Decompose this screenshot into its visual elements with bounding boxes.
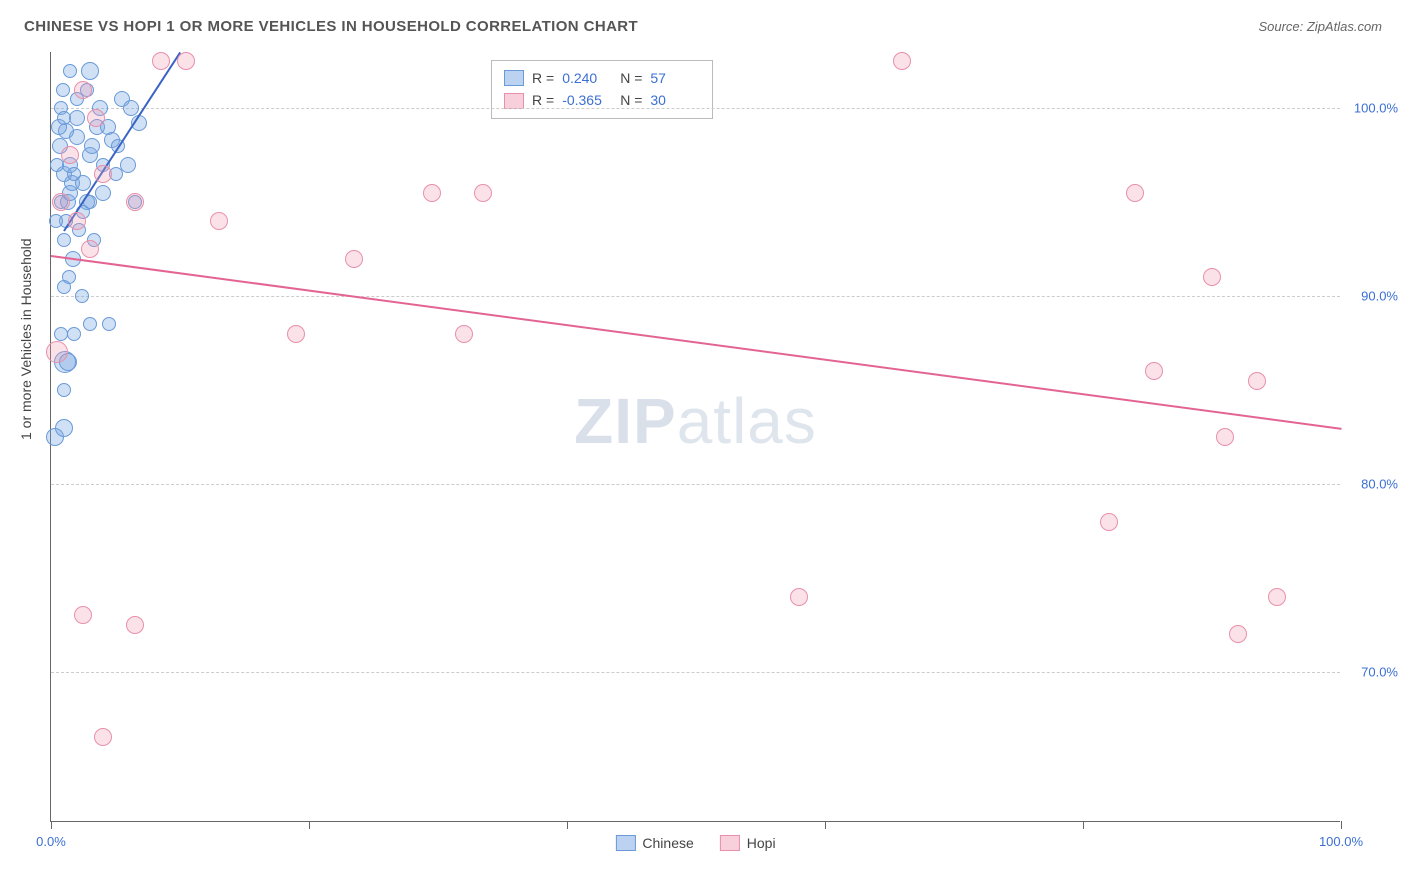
point-chinese [67,327,81,341]
y-tick-label: 90.0% [1361,289,1398,304]
point-hopi [1268,588,1286,606]
point-hopi [81,240,99,258]
point-hopi [52,193,70,211]
point-hopi [68,212,86,230]
point-hopi [61,146,79,164]
point-hopi [287,325,305,343]
point-hopi [1100,513,1118,531]
legend-item-hopi: Hopi [720,835,776,851]
correlation-legend: R = 0.240 N = 57 R = -0.365 N = 30 [491,60,713,119]
point-hopi [1126,184,1144,202]
point-hopi [94,165,112,183]
point-hopi [474,184,492,202]
point-hopi [87,109,105,127]
point-hopi [1229,625,1247,643]
point-chinese [63,64,77,78]
point-hopi [1216,428,1234,446]
trendline-hopi [51,255,1341,430]
gridline [51,484,1340,485]
point-hopi [152,52,170,70]
y-tick-label: 100.0% [1354,101,1398,116]
point-chinese [67,167,81,181]
point-chinese [49,214,63,228]
y-tick-label: 80.0% [1361,476,1398,491]
point-hopi [345,250,363,268]
point-hopi [455,325,473,343]
point-chinese [57,233,71,247]
point-chinese [57,111,71,125]
gridline [51,296,1340,297]
point-hopi [126,193,144,211]
point-chinese [69,110,85,126]
point-chinese [123,100,139,116]
point-hopi [177,52,195,70]
point-hopi [1203,268,1221,286]
point-hopi [1145,362,1163,380]
x-tick [1341,821,1342,829]
x-tick [51,821,52,829]
point-hopi [423,184,441,202]
watermark: ZIPatlas [574,384,817,458]
x-tick [1083,821,1084,829]
series-legend: Chinese Hopi [615,835,775,851]
point-hopi [74,606,92,624]
point-hopi [46,341,68,363]
swatch-hopi [504,93,524,109]
x-tick [825,821,826,829]
point-chinese [57,383,71,397]
y-axis-title: 1 or more Vehicles in Household [18,238,34,440]
point-chinese [62,270,76,284]
point-chinese [102,317,116,331]
point-chinese [56,83,70,97]
point-chinese [54,327,68,341]
point-hopi [893,52,911,70]
point-chinese [84,138,100,154]
chart-title: CHINESE VS HOPI 1 OR MORE VEHICLES IN HO… [24,18,638,35]
point-chinese [95,185,111,201]
y-tick-label: 70.0% [1361,664,1398,679]
legend-item-chinese: Chinese [615,835,693,851]
point-chinese [75,289,89,303]
header: CHINESE VS HOPI 1 OR MORE VEHICLES IN HO… [0,0,1406,41]
x-tick-label: 0.0% [36,834,66,849]
point-chinese [83,317,97,331]
point-chinese [55,419,73,437]
swatch-chinese [504,70,524,86]
point-hopi [790,588,808,606]
swatch-chinese-icon [615,835,635,851]
swatch-hopi-icon [720,835,740,851]
gridline [51,108,1340,109]
legend-row-chinese: R = 0.240 N = 57 [504,67,700,89]
point-hopi [94,728,112,746]
point-chinese [120,157,136,173]
point-hopi [126,616,144,634]
point-hopi [74,81,92,99]
point-hopi [1248,372,1266,390]
x-tick-label: 100.0% [1319,834,1363,849]
x-tick [309,821,310,829]
point-chinese [81,62,99,80]
gridline [51,672,1340,673]
source-label: Source: ZipAtlas.com [1258,19,1382,34]
x-tick [567,821,568,829]
point-hopi [210,212,228,230]
scatter-chart: ZIPatlas R = 0.240 N = 57 R = -0.365 N =… [50,52,1340,822]
